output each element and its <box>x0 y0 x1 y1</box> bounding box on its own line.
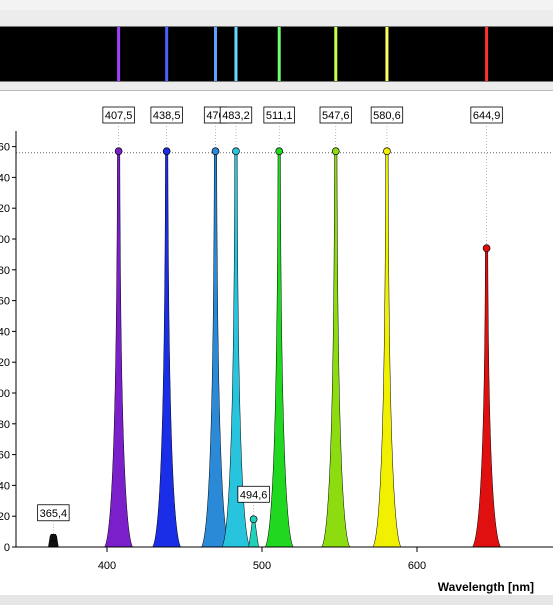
emission-line <box>385 27 389 81</box>
peak <box>201 150 230 548</box>
peak-label-text: 644,9 <box>473 110 501 122</box>
peak-label: 438,5 <box>150 106 183 148</box>
top-toolbar <box>0 0 553 10</box>
peak-marker[interactable] <box>275 147 284 156</box>
emission-line <box>214 27 217 81</box>
peak-marker[interactable] <box>211 147 220 156</box>
y-tick-label: 60 <box>0 450 10 462</box>
ticks-layer: 0 20 40 60 80 100 120 140 160 180 200 220 240 260 400 5… <box>0 142 426 572</box>
y-tick-label: 80 <box>0 419 10 431</box>
peak-marker[interactable] <box>482 244 491 253</box>
spectrum-strip-svg <box>117 27 489 81</box>
chart-svg: 0 20 40 60 80 100 120 140 160 180 200 220 240 260 400 5… <box>0 106 553 594</box>
peak-label: 365,4 <box>37 504 70 535</box>
peak-label: 483,2 <box>219 106 253 148</box>
y-tick-label: 180 <box>0 265 10 277</box>
peak-label-text: 438,5 <box>153 110 181 122</box>
peaks-layer <box>48 147 502 548</box>
y-tick-label: 260 <box>0 142 10 154</box>
peak-label-text: 580,6 <box>373 110 401 122</box>
peak-label-text: 547,6 <box>322 110 350 122</box>
emission-line <box>485 27 489 81</box>
status-bar <box>0 595 553 605</box>
y-tick-label: 0 <box>4 542 10 554</box>
emission-line <box>117 27 121 81</box>
peak <box>321 150 351 548</box>
emission-line <box>165 27 169 81</box>
y-tick-label: 100 <box>0 388 10 400</box>
peak-marker[interactable] <box>114 147 123 156</box>
peak-label: 407,5 <box>102 106 135 148</box>
y-tick-label: 120 <box>0 357 10 369</box>
y-tick-label: 140 <box>0 326 10 338</box>
peak-marker[interactable] <box>383 147 391 156</box>
peak-marker[interactable] <box>162 147 171 156</box>
peak-label: 580,6 <box>370 106 404 148</box>
emission-line <box>277 27 281 81</box>
y-tick-label: 200 <box>0 234 10 246</box>
peak-label: 511,1 <box>263 106 295 148</box>
y-tick-label: 20 <box>0 511 10 523</box>
peak-marker[interactable] <box>249 515 258 524</box>
peak-label-text: 483,2 <box>222 110 250 122</box>
spectrum-plot[interactable]: 0 20 40 60 80 100 120 140 160 180 200 220 240 260 400 5… <box>0 90 553 596</box>
x-tick-label: 500 <box>253 560 271 572</box>
peak-label-text: 365,4 <box>40 508 68 520</box>
y-tick-label: 40 <box>0 480 10 492</box>
peak-label: 494,6 <box>237 485 270 516</box>
x-tick-label: 600 <box>408 560 426 572</box>
peak-label: 547,6 <box>319 106 352 148</box>
emission-line <box>234 27 238 81</box>
spectrum-image <box>0 26 553 82</box>
peak-label: 644,9 <box>470 106 503 245</box>
peak-marker[interactable] <box>331 147 340 156</box>
y-tick-label: 160 <box>0 296 10 308</box>
y-tick-label: 220 <box>0 203 10 215</box>
peak <box>472 247 502 548</box>
x-tick-label: 400 <box>98 560 116 572</box>
peak-marker[interactable] <box>49 533 58 542</box>
peak <box>104 150 134 548</box>
peak <box>152 150 182 548</box>
peak-label-text: 511,1 <box>266 110 293 122</box>
x-axis-label: Wavelength [nm] <box>438 580 534 594</box>
peak-label-text: 494,6 <box>240 489 268 501</box>
peak-marker[interactable] <box>232 147 240 156</box>
peak <box>372 150 402 548</box>
peak-label-text: 407,5 <box>105 110 133 122</box>
peak <box>248 519 259 548</box>
y-tick-label: 240 <box>0 172 10 184</box>
emission-line <box>334 27 338 81</box>
axes <box>15 131 553 548</box>
